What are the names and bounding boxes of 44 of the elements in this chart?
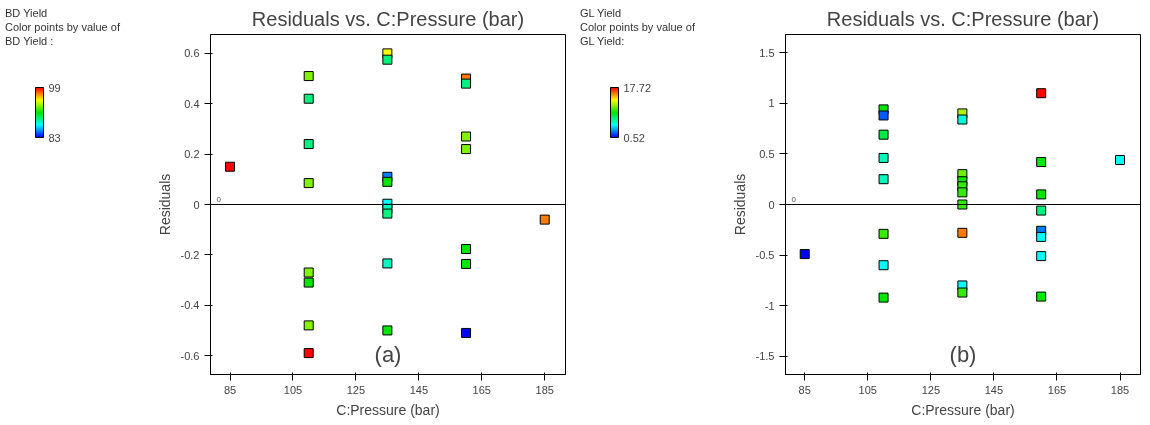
ref-line-label: 0 [216, 194, 222, 204]
y-axis-title: Residuals [731, 173, 748, 236]
y-tick-label: -0.4 [180, 299, 200, 312]
y-tick-label: 0.6 [184, 47, 200, 60]
x-tick-label: 85 [798, 383, 811, 396]
y-tick-label: 0 [193, 198, 200, 211]
annotation: (b) [949, 341, 977, 367]
x-tick-label: 125 [921, 383, 941, 396]
x-tick-label: 165 [472, 383, 491, 396]
x-axis-title: C:Pressure (bar) [336, 401, 440, 418]
y-tick-label: 0.2 [184, 148, 200, 161]
chart-title: Residuals vs. C:Pressure (bar) [826, 7, 1100, 30]
x-tick-label: 85 [223, 383, 237, 396]
ref-line-label: 0 [791, 194, 797, 204]
x-tick-label: 185 [1110, 383, 1130, 396]
chart-title: Residuals vs. C:Pressure (bar) [251, 7, 525, 30]
color-bar-title: Color points by value of BD Yield : [5, 20, 121, 47]
x-tick-label: 185 [535, 383, 554, 396]
y-tick-label: 0 [768, 198, 775, 211]
y-tick-label: -1.5 [755, 350, 775, 363]
annotation: (a) [374, 341, 402, 367]
y-tick-label: 0.5 [759, 147, 775, 160]
y-axis-title: Residuals [156, 173, 173, 236]
y-tick-label: -0.2 [180, 248, 200, 261]
color-bar-label: 83 [48, 131, 61, 144]
x-tick-label: 145 [984, 383, 1004, 396]
y-tick-label: 1.5 [759, 46, 775, 59]
y-tick-label: -0.5 [755, 249, 775, 262]
x-tick-label: 105 [283, 383, 303, 396]
x-axis-title: C:Pressure (bar) [911, 401, 1015, 418]
color-bar-label: 99 [48, 81, 61, 94]
color-bar-label: 17.72 [623, 81, 652, 94]
x-tick-label: 165 [1047, 383, 1067, 396]
color-bar-label: 0.52 [623, 131, 645, 144]
x-tick-label: 145 [409, 383, 429, 396]
y-tick-label: 0.4 [184, 97, 200, 110]
x-tick-label: 105 [858, 383, 877, 396]
color-bar-title: Color points by value of GL Yield: [580, 20, 696, 47]
y-tick-label: -1 [764, 299, 775, 312]
x-tick-label: 125 [346, 383, 366, 396]
legend-title: BD Yield [5, 6, 48, 19]
y-tick-label: -0.6 [180, 349, 200, 362]
y-tick-label: 1 [768, 97, 775, 110]
legend-title: GL Yield [580, 6, 622, 19]
